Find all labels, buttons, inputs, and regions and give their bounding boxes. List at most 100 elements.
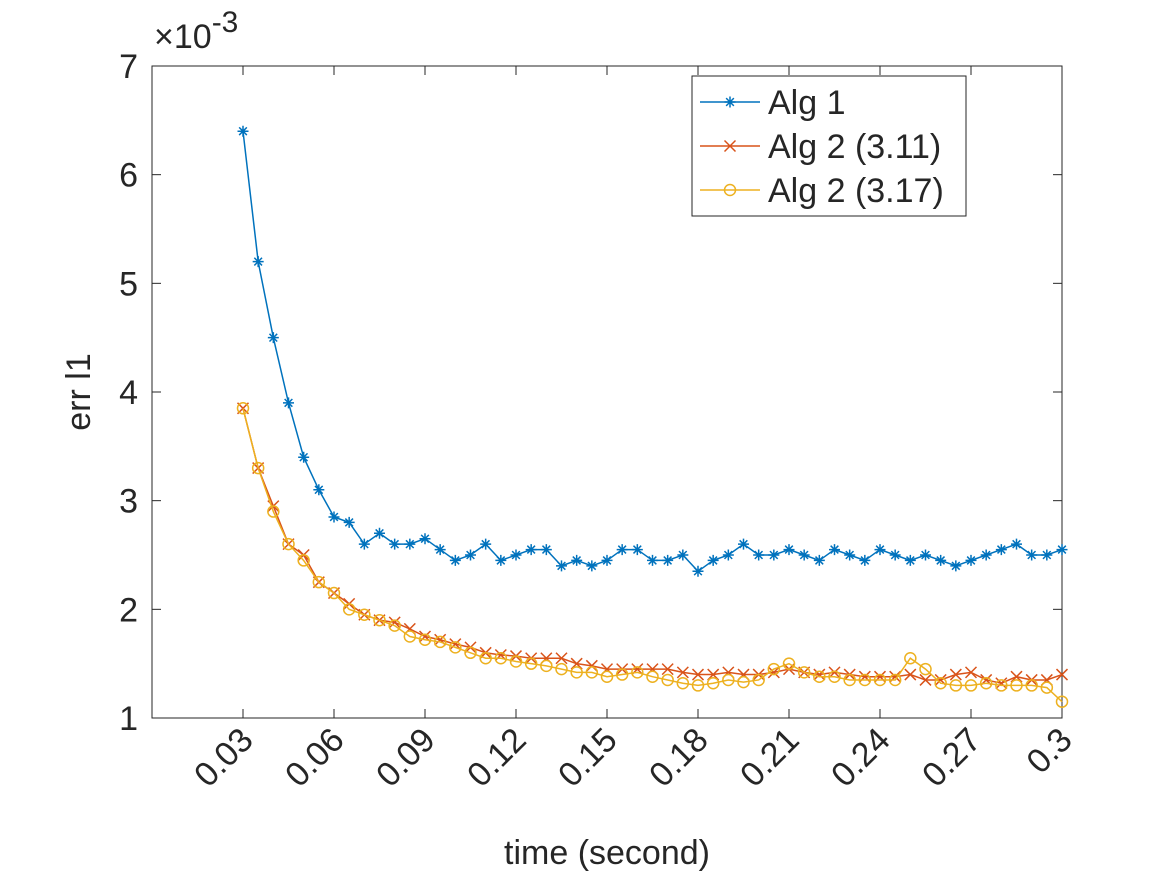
data-point [343, 516, 355, 528]
series-line [242, 408, 1063, 703]
data-point [782, 657, 796, 670]
data-point [979, 676, 993, 690]
data-point [600, 670, 614, 683]
data-point [859, 554, 871, 566]
data-point [844, 549, 856, 561]
data-point [1026, 549, 1038, 561]
data-point [722, 549, 734, 561]
data-point [282, 537, 295, 551]
data-point [677, 549, 689, 561]
data-point [949, 668, 962, 681]
data-point [556, 560, 567, 572]
data-point [465, 549, 476, 561]
data-point [374, 527, 385, 539]
y-tick-label: 1 [119, 700, 138, 738]
y-multiplier-base: ×10 [154, 18, 212, 56]
data-point [995, 544, 1007, 556]
data-point [312, 575, 326, 589]
data-point [768, 549, 780, 561]
data-point [964, 666, 978, 679]
data-point [813, 670, 826, 683]
y-tick-label: 3 [119, 483, 138, 521]
data-point [342, 603, 356, 616]
data-point [267, 505, 280, 518]
data-point [1056, 544, 1068, 556]
data-point [722, 673, 735, 687]
data-point [631, 666, 644, 679]
data-point [843, 673, 856, 687]
data-point [662, 554, 674, 566]
data-point [616, 544, 628, 556]
data-point [494, 651, 508, 665]
data-point [661, 663, 674, 676]
data-point [888, 673, 902, 687]
y-tick-label: 6 [119, 157, 138, 195]
data-point [237, 125, 249, 137]
data-point [252, 256, 264, 268]
data-point [479, 651, 492, 665]
data-point [555, 662, 568, 676]
data-point [874, 544, 886, 556]
data-point [585, 666, 599, 679]
y-axis-label: err l1 [60, 353, 98, 430]
data-point [283, 397, 294, 409]
legend-label: Alg 2 (3.11) [768, 128, 941, 166]
data-point [706, 676, 720, 690]
data-point [449, 638, 462, 651]
y-tick-label: 5 [119, 265, 138, 303]
legend-marker [723, 139, 737, 153]
y-multiplier: ×10-3 [154, 6, 238, 56]
data-point [389, 538, 401, 550]
data-point [434, 544, 446, 556]
y-tick-label: 4 [119, 374, 138, 412]
data-point [646, 670, 659, 683]
data-point [737, 675, 750, 689]
data-point [935, 554, 947, 566]
data-point [904, 554, 916, 566]
data-point [601, 554, 613, 566]
data-point [949, 679, 963, 692]
data-point [509, 655, 523, 668]
legend-label: Alg 1 [768, 84, 846, 122]
legend-label: Alg 2 (3.17) [768, 172, 944, 210]
data-point [1040, 681, 1054, 694]
data-point [980, 549, 992, 561]
data-point [403, 630, 417, 643]
data-point [631, 544, 643, 556]
data-point [950, 560, 962, 572]
data-point [707, 554, 719, 566]
data-point [873, 673, 887, 687]
data-point [358, 538, 370, 550]
data-point [753, 549, 765, 561]
data-point [813, 668, 826, 681]
data-point [251, 461, 265, 475]
data-point [510, 549, 522, 561]
data-point [797, 666, 811, 679]
data-point [388, 616, 401, 629]
data-point [419, 533, 431, 545]
data-point [328, 511, 340, 523]
data-point [1055, 668, 1069, 681]
y-multiplier-exponent: -3 [212, 6, 239, 39]
data-point [783, 544, 795, 556]
data-point [1041, 549, 1053, 561]
data-point [676, 666, 689, 679]
data-point [1011, 538, 1022, 550]
x-axis-label: time (second) [504, 834, 710, 872]
data-point [829, 544, 840, 556]
data-point [934, 676, 947, 690]
data-point [540, 544, 552, 556]
data-point [691, 668, 705, 681]
data-point [615, 668, 629, 681]
data-point [433, 635, 447, 649]
data-point [313, 484, 325, 496]
data-point [647, 554, 658, 566]
data-point [798, 549, 810, 561]
data-point [738, 538, 749, 550]
data-point [464, 646, 477, 660]
data-point [540, 659, 553, 673]
data-point [904, 651, 917, 665]
data-point [327, 586, 341, 600]
data-point [570, 666, 583, 679]
